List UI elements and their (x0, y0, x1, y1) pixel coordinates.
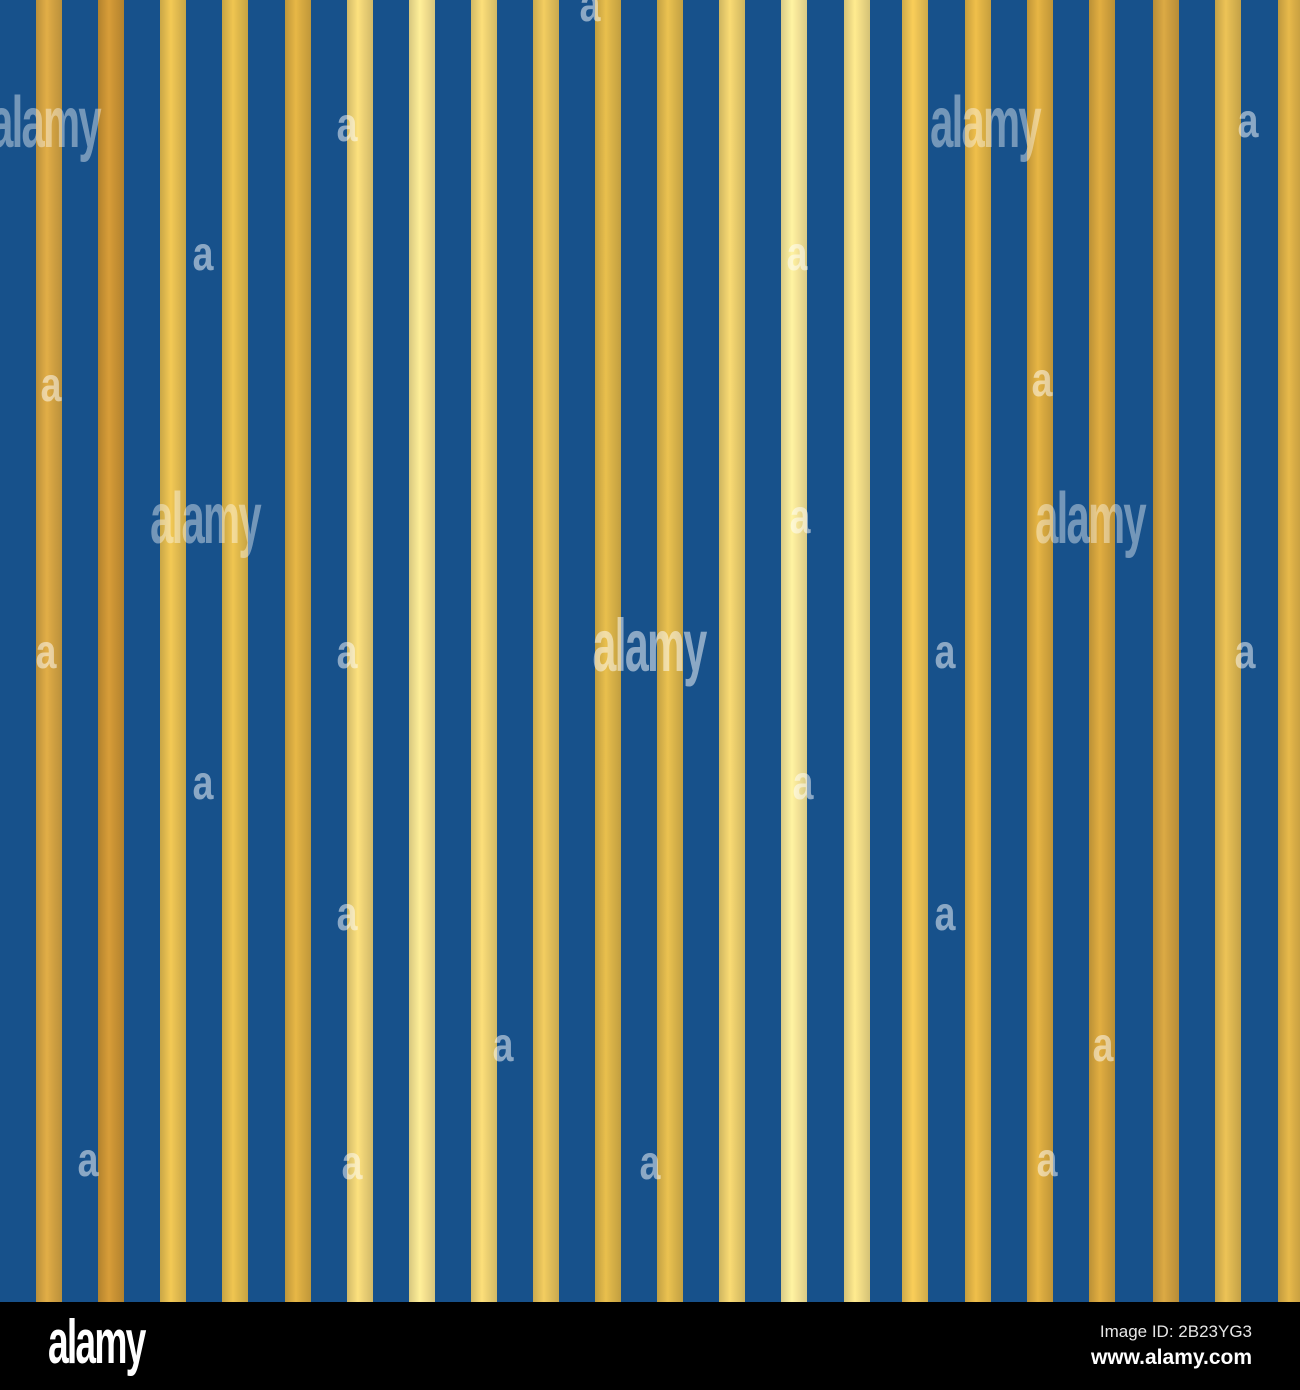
gold-stripe (719, 0, 745, 1302)
gold-stripe (409, 0, 435, 1302)
gold-stripe (1215, 0, 1241, 1302)
gold-stripe (471, 0, 497, 1302)
gold-stripe (347, 0, 373, 1302)
gold-stripe (902, 0, 928, 1302)
website-text: www.alamy.com (1090, 1346, 1252, 1370)
gold-stripe (1089, 0, 1115, 1302)
gold-stripe (222, 0, 248, 1302)
gold-stripe (285, 0, 311, 1302)
gold-stripe (965, 0, 991, 1302)
gold-stripe (781, 0, 807, 1302)
gold-stripe (657, 0, 683, 1302)
gold-stripe (1153, 0, 1179, 1302)
gold-stripe (160, 0, 186, 1302)
footer-meta: Image ID: 2B23YG3 www.alamy.com (1091, 1322, 1252, 1371)
alamy-logo: alamy (48, 1308, 146, 1377)
image-id-text: Image ID: 2B23YG3 (1099, 1321, 1252, 1341)
gold-stripe (98, 0, 124, 1302)
stripe-pattern-background (0, 0, 1300, 1302)
gold-stripe (595, 0, 621, 1302)
gold-stripe (36, 0, 62, 1302)
gold-stripe (533, 0, 559, 1302)
footer-bar: alamy Image ID: 2B23YG3 www.alamy.com (0, 1302, 1300, 1390)
gold-stripe (844, 0, 870, 1302)
gold-stripe (1027, 0, 1053, 1302)
gold-stripe (1278, 0, 1300, 1302)
